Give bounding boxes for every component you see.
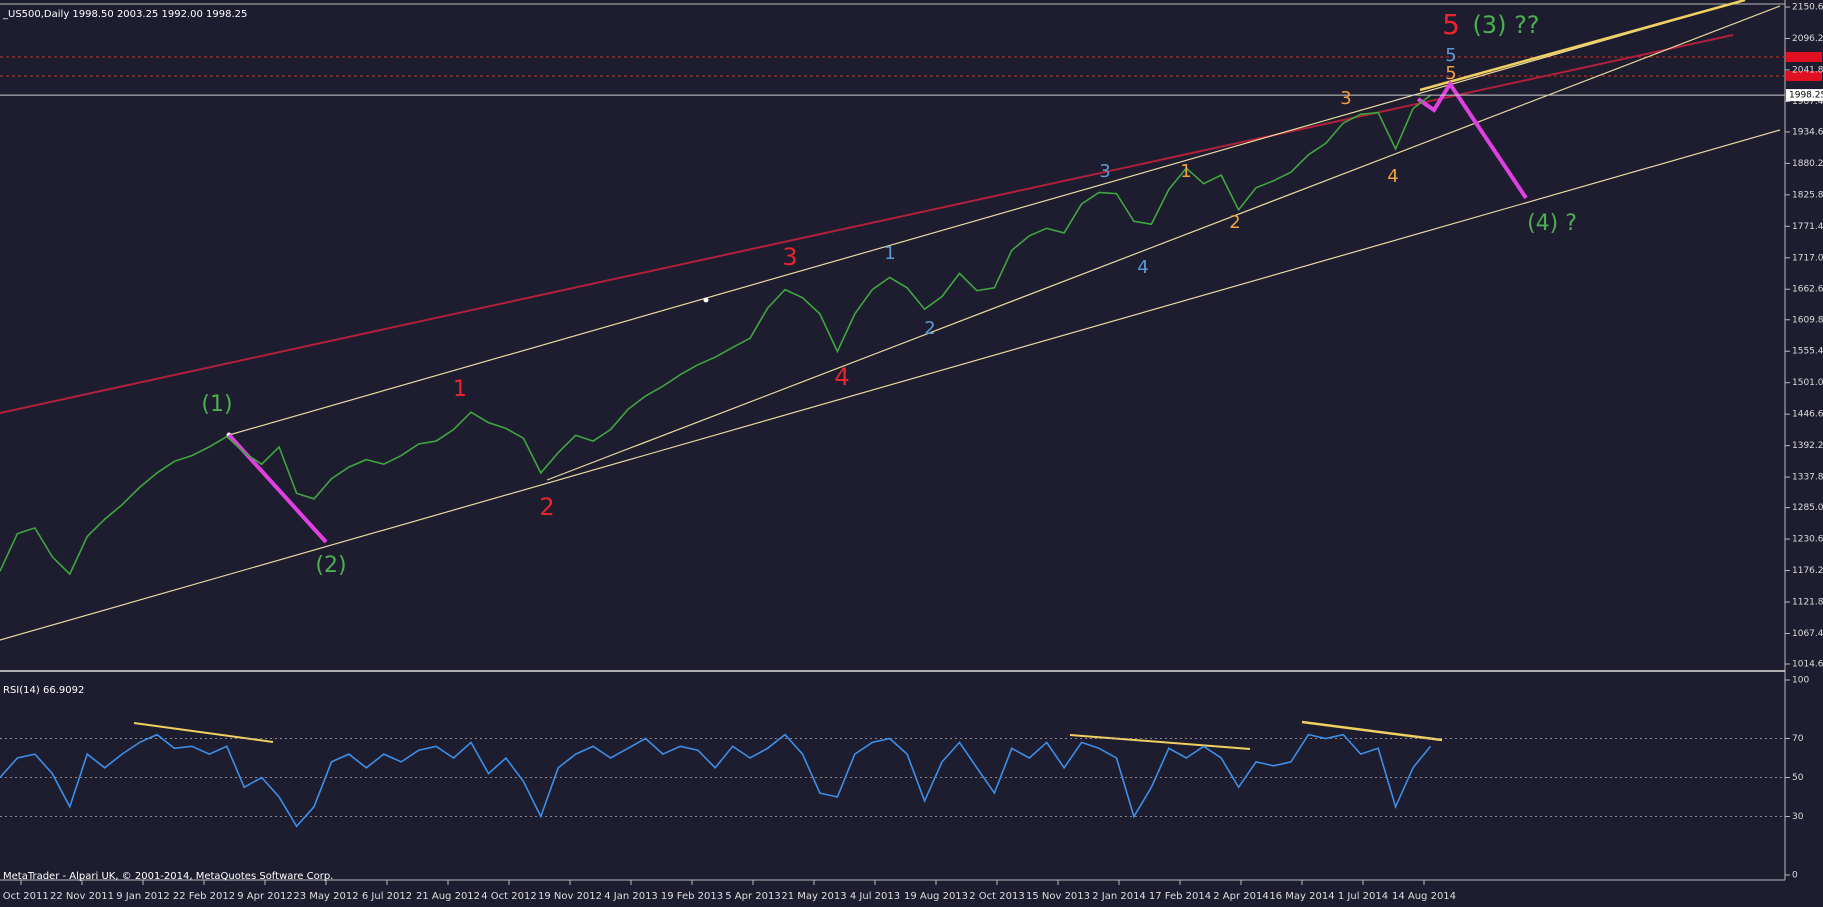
- rsi-title: RSI(14) 66.9092: [3, 685, 84, 696]
- x-tick-label: 22 Nov 2011: [50, 891, 114, 902]
- projection-line: [1416, 80, 1528, 200]
- y-tick-label: 1176.20: [1792, 566, 1823, 576]
- trend-line: [0, 34, 1734, 414]
- y-tick-label: 1825.80: [1792, 190, 1823, 200]
- x-tick-label: 22 Feb 2012: [173, 891, 235, 902]
- y-tick-label: 30: [1792, 812, 1804, 822]
- x-tick-label: 4 Jul 2013: [850, 891, 900, 902]
- y-tick-label: 1771.40: [1792, 222, 1823, 232]
- y-tick-label: 1934.60: [1792, 127, 1823, 137]
- wave-label: (3) ??: [1472, 11, 1539, 39]
- divergence-line: [1069, 734, 1251, 750]
- channel-line: [546, 5, 1781, 481]
- channel-line: [0, 129, 1781, 641]
- y-tick-label: 1121.80: [1792, 598, 1823, 608]
- channel-line: [1419, 0, 1746, 92]
- y-tick-label: 1880.20: [1792, 159, 1823, 169]
- wave-label: 2: [1229, 212, 1240, 233]
- wave-label: 5: [1445, 63, 1456, 84]
- level-box: [1786, 52, 1822, 62]
- x-tick-label: 2 Oct 2013: [969, 891, 1024, 902]
- x-tick-label: 23 May 2012: [293, 891, 358, 902]
- wave-label: 2: [539, 493, 554, 521]
- x-tick-label: 15 Nov 2013: [1026, 891, 1090, 902]
- y-tick-label: 1392.20: [1792, 441, 1823, 451]
- y-tick-label: 70: [1792, 734, 1804, 744]
- wave-label: 5: [1442, 8, 1460, 41]
- x-tick-label: 9 Jan 2012: [116, 891, 170, 902]
- y-tick-label: 100: [1792, 676, 1809, 686]
- y-tick-label: 50: [1792, 773, 1804, 783]
- x-tick-label: 1 Jul 2014: [1338, 891, 1388, 902]
- x-tick-label: 21 May 2013: [781, 891, 846, 902]
- last-price-box: [1786, 89, 1823, 102]
- divergence-line: [133, 722, 274, 743]
- y-tick-label: 1446.60: [1792, 410, 1823, 420]
- level-box: [1786, 71, 1822, 81]
- x-tick-label: 14 Aug 2014: [1392, 891, 1456, 902]
- y-tick-label: 1067.40: [1792, 629, 1823, 639]
- wave-label: 3: [1340, 88, 1351, 109]
- y-tick-label: 1555.40: [1792, 347, 1823, 357]
- x-tick-label: 4 Oct 2012: [481, 891, 536, 902]
- wave-label: 4: [834, 363, 849, 391]
- price-line: [0, 733, 1432, 828]
- x-tick-label: 16 May 2014: [1269, 891, 1334, 902]
- y-tick-label: 1285.00: [1792, 503, 1823, 513]
- y-tick-label: 2150.60: [1792, 2, 1823, 12]
- wave-label: (4) ?: [1527, 211, 1577, 236]
- x-tick-label: 4 Jan 2013: [604, 891, 658, 902]
- x-tick-label: 19 Nov 2012: [538, 891, 602, 902]
- wave-label: (2): [315, 553, 346, 578]
- channel-line: [228, 0, 1746, 436]
- wave-label: 3: [1099, 161, 1110, 182]
- y-tick-label: 1014.60: [1792, 660, 1823, 670]
- wave-label: (1): [201, 392, 232, 417]
- wave-label: 2: [924, 318, 935, 339]
- last-price-label: 1998.25: [1789, 91, 1823, 101]
- x-tick-label: 21 Aug 2012: [416, 891, 480, 902]
- wave-label: 1: [884, 243, 895, 264]
- wave-label: 1: [1180, 161, 1191, 182]
- y-tick-label: 1717.00: [1792, 253, 1823, 263]
- y-tick-label: 2041.80: [1792, 65, 1823, 75]
- x-tick-label: 2 Apr 2014: [1213, 891, 1268, 902]
- x-tick-label: 5 Apr 2013: [725, 891, 780, 902]
- wave-label: 5: [1445, 45, 1456, 66]
- y-tick-label: 1987.40: [1792, 97, 1823, 107]
- y-tick-label: 1230.60: [1792, 535, 1823, 545]
- x-tick-label: 6 Jul 2012: [362, 891, 412, 902]
- footer: MetaTrader - Alpari UK, © 2001-2014, Met…: [3, 871, 333, 882]
- wave-label: 4: [1137, 257, 1148, 278]
- header: _US500,Daily 1998.50 2003.25 1992.00 199…: [2, 9, 247, 20]
- x-tick-label: 9 Apr 2012: [237, 891, 292, 902]
- y-tick-label: 1337.80: [1792, 473, 1823, 483]
- x-tick-label: 19 Aug 2013: [904, 891, 968, 902]
- x-tick-label: 17 Feb 2014: [1149, 891, 1211, 902]
- anchor-point: [703, 297, 709, 303]
- wave-label: 4: [1387, 166, 1398, 187]
- y-tick-label: 1609.80: [1792, 315, 1823, 325]
- y-tick-label: 0: [1792, 871, 1798, 881]
- y-tick-label: 1662.60: [1792, 285, 1823, 295]
- x-tick-label: 2 Jan 2014: [1092, 891, 1146, 902]
- x-tick-label: 7 Oct 2011: [0, 891, 49, 902]
- wave-label: 3: [782, 243, 797, 271]
- divergence-line: [1301, 720, 1443, 742]
- x-tick-label: 19 Feb 2013: [661, 891, 723, 902]
- price-line: [0, 94, 1431, 576]
- wave-label: 1: [453, 377, 467, 402]
- y-tick-label: 2096.20: [1792, 34, 1823, 44]
- y-tick-label: 1501.00: [1792, 378, 1823, 388]
